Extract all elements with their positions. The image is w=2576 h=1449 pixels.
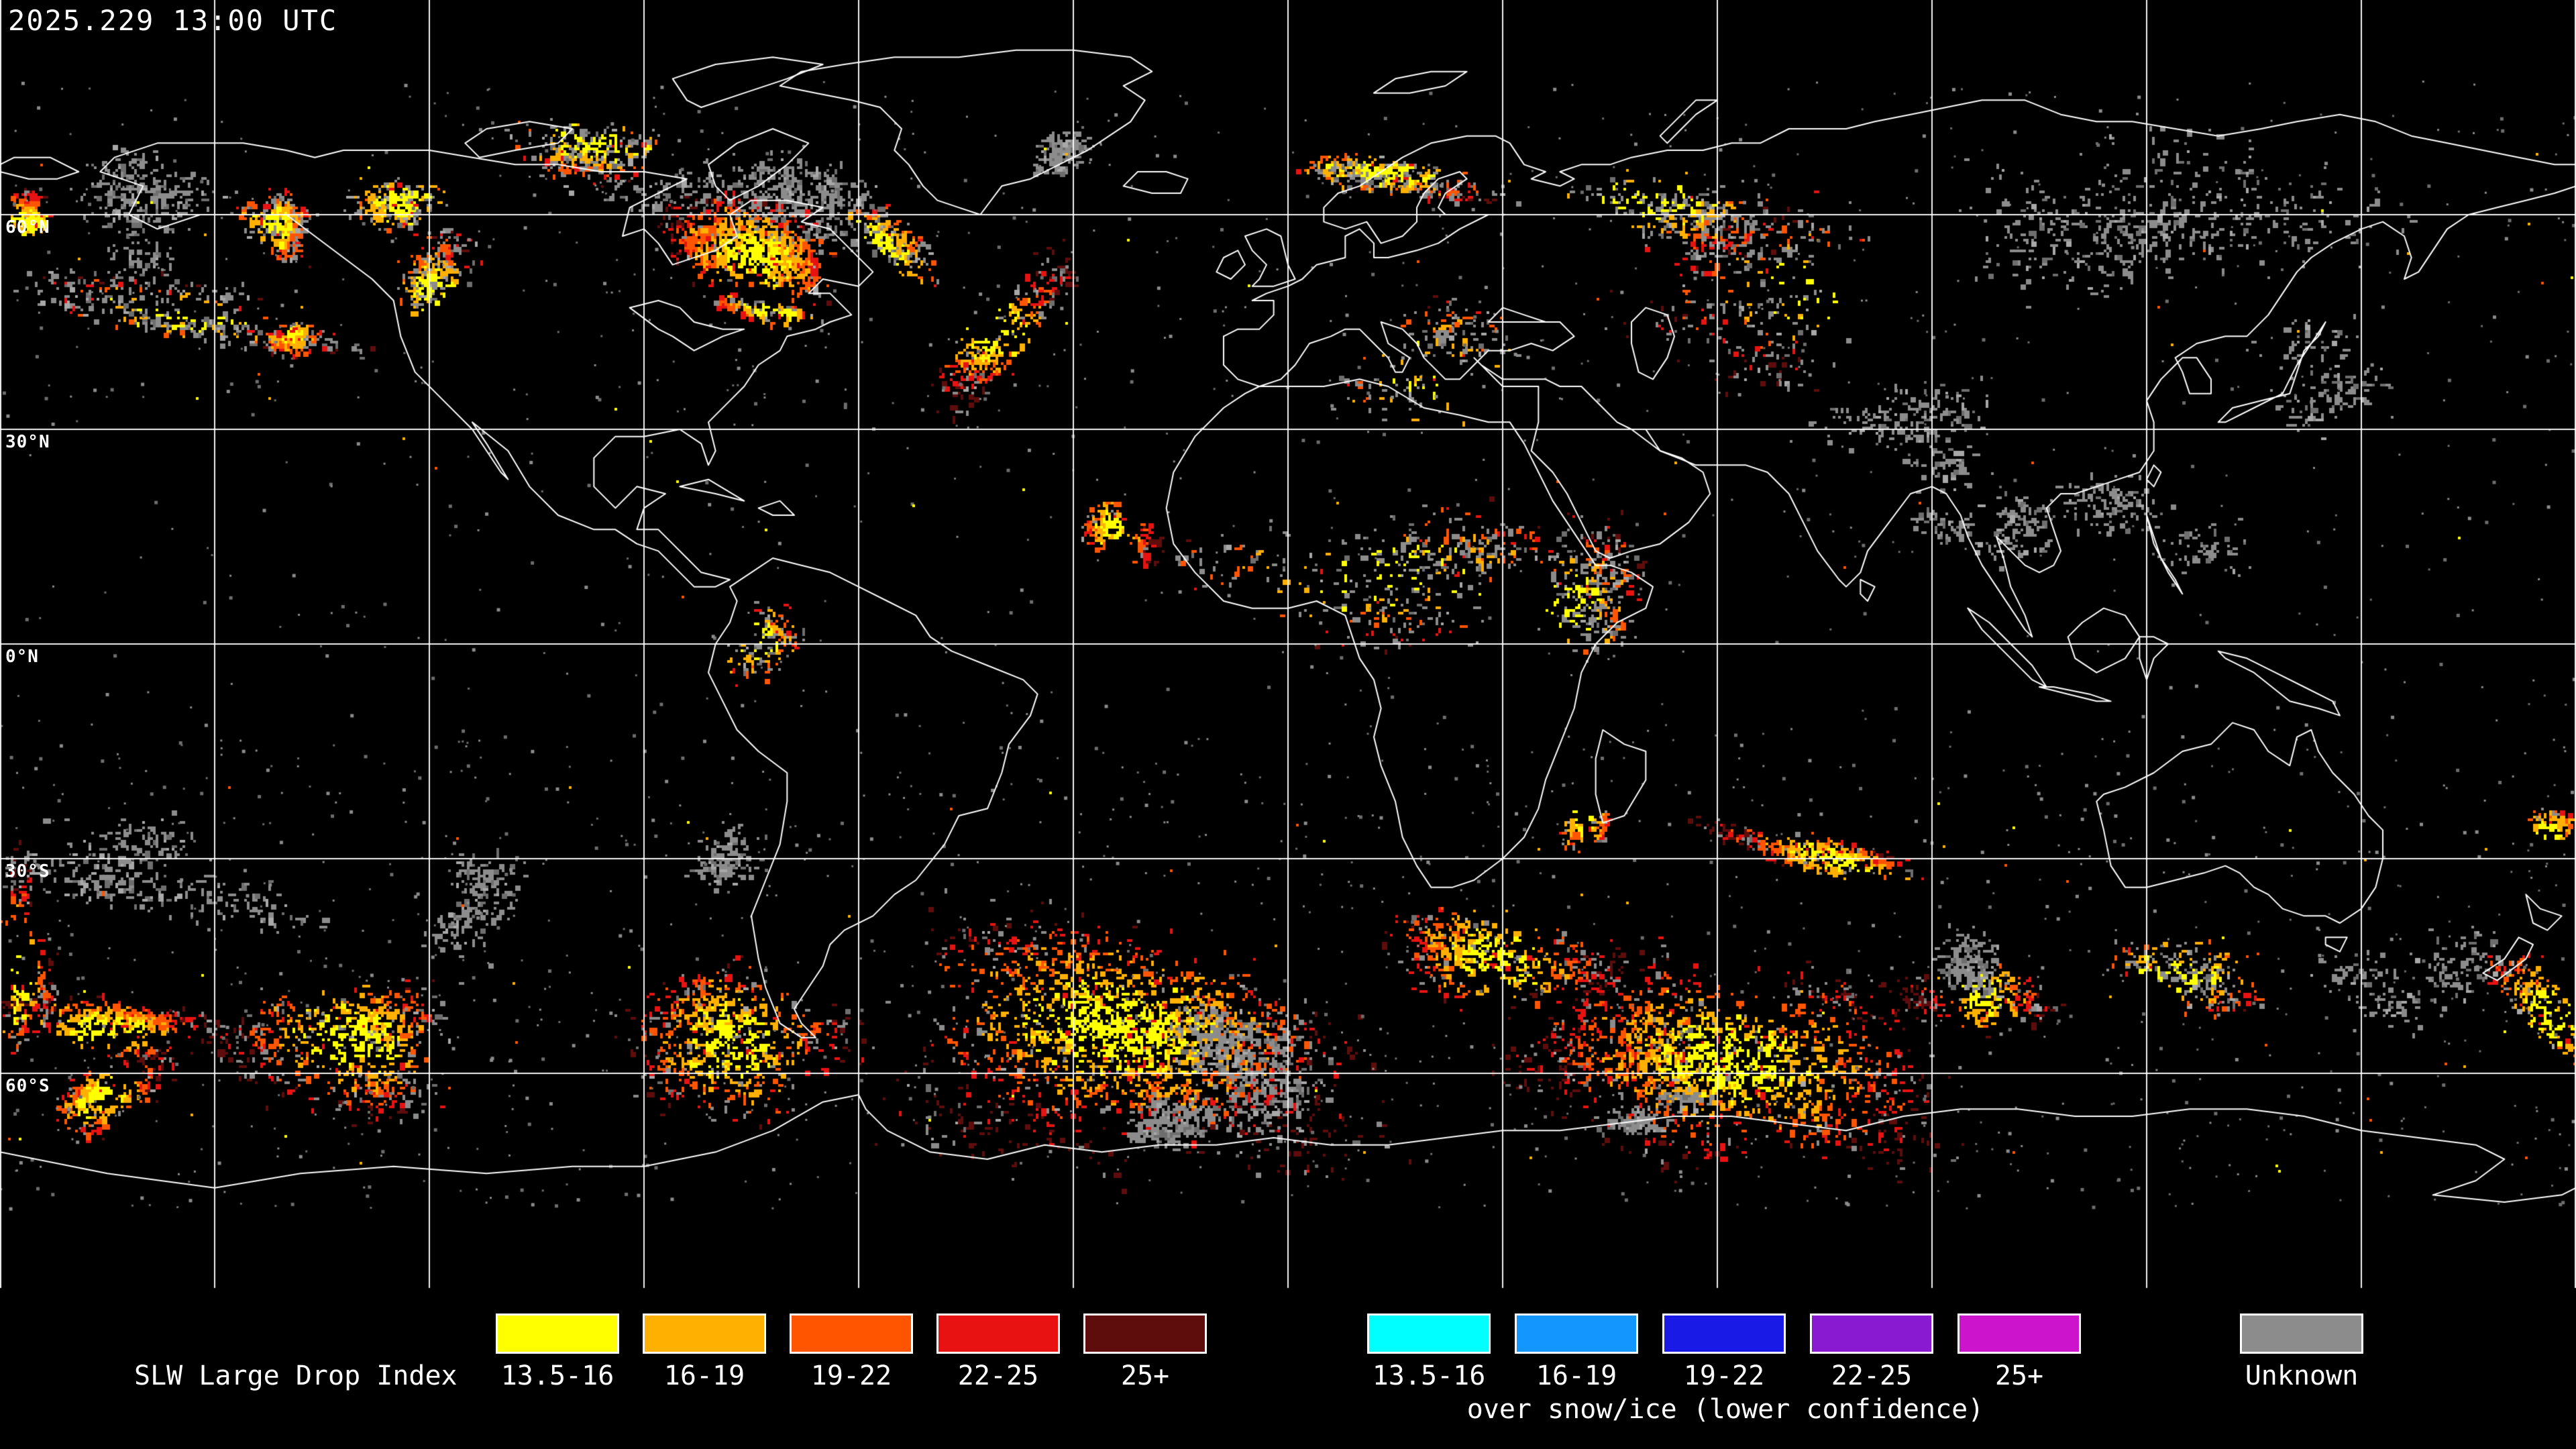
- legend-swatch-snowice-25plus: [1957, 1313, 2081, 1354]
- legend-swatch-snowice-22-25: [1810, 1313, 1933, 1354]
- latitude-label-30s: 30°S: [5, 861, 50, 881]
- legend-swatch-unknown: [2240, 1313, 2363, 1354]
- legend-label-snowice-16-19: 16-19: [1536, 1360, 1617, 1391]
- legend-swatch-snowice-19-22: [1662, 1313, 1786, 1354]
- legend-swatch-snowice-13.5-16: [1367, 1313, 1491, 1354]
- latitude-label-60s: 60°S: [5, 1076, 50, 1096]
- legend-title: SLW Large Drop Index: [134, 1360, 458, 1391]
- legend-label-slw-25plus: 25+: [1120, 1360, 1170, 1391]
- legend-swatch-slw-16-19: [643, 1313, 766, 1354]
- legend-label-slw-13.5-16: 13.5-16: [500, 1360, 614, 1391]
- legend-label-slw-19-22: 19-22: [810, 1360, 892, 1391]
- latitude-label-60n: 60°N: [5, 217, 50, 237]
- timestamp-label: 2025.229 13:00 UTC: [8, 4, 338, 37]
- legend-label-snowice-13.5-16: 13.5-16: [1372, 1360, 1486, 1391]
- legend-label-snowice-19-22: 19-22: [1683, 1360, 1765, 1391]
- legend-label-snowice-22-25: 22-25: [1831, 1360, 1913, 1391]
- legend-label-slw-16-19: 16-19: [663, 1360, 745, 1391]
- legend-label-slw-22-25: 22-25: [957, 1360, 1039, 1391]
- latitude-label-30n: 30°N: [5, 432, 50, 452]
- latitude-label-0n: 0°N: [5, 647, 39, 667]
- legend-label-snowice-25plus: 25+: [1994, 1360, 2044, 1391]
- legend-swatch-slw-19-22: [790, 1313, 913, 1354]
- legend-swatch-snowice-16-19: [1515, 1313, 1638, 1354]
- legend-swatch-slw-22-25: [936, 1313, 1060, 1354]
- legend-label-unknown: Unknown: [2245, 1360, 2359, 1391]
- legend-swatch-slw-13.5-16: [496, 1313, 619, 1354]
- snow-ice-caption: over snow/ice (lower confidence): [1466, 1394, 1984, 1425]
- legend-swatch-slw-25plus: [1083, 1313, 1207, 1354]
